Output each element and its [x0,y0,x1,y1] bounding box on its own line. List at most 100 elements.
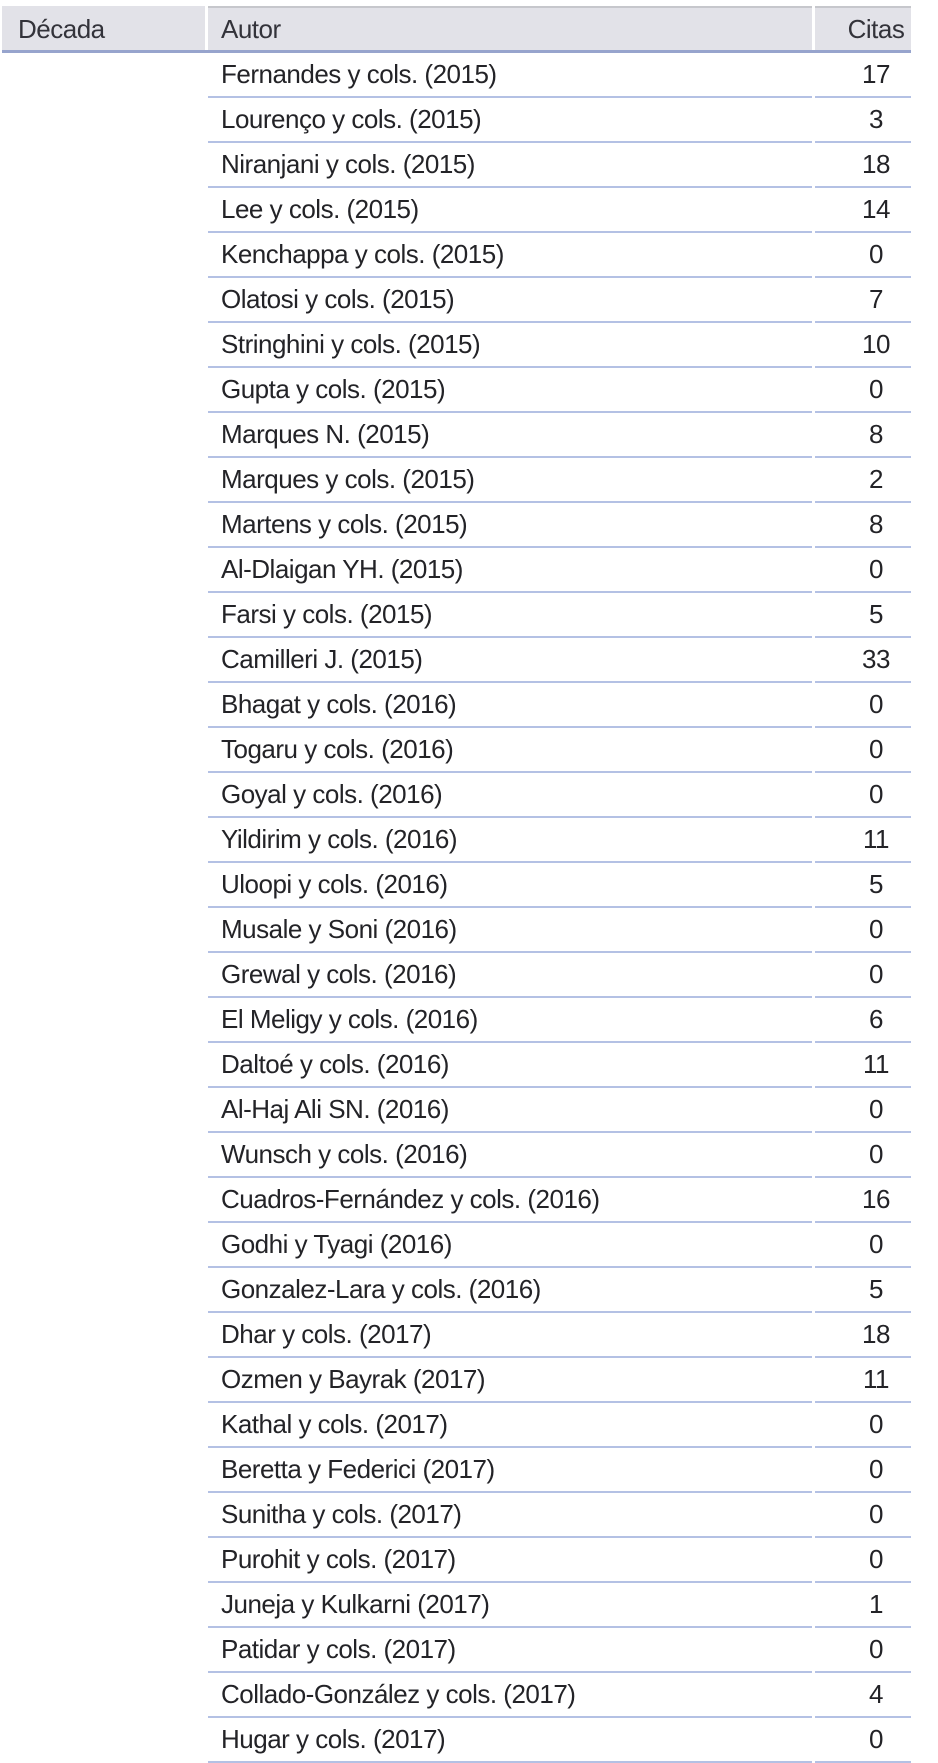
autor-cell: Patidar y cols. (2017) [208,1628,812,1673]
autor-cell: Al-Dlaigan YH. (2015) [208,548,812,593]
citas-cell: 0 [815,233,911,278]
decade-cell [2,1313,205,1358]
autor-cell: Stringhini y cols. (2015) [208,323,812,368]
decade-cell [2,1448,205,1493]
table-header: Década Autor Citas [2,6,911,53]
autor-cell: Godhi y Tyagi (2016) [208,1223,812,1268]
decade-cell [2,98,205,143]
autor-cell: Niranjani y cols. (2015) [208,143,812,188]
autor-cell: Bhagat y cols. (2016) [208,683,812,728]
citas-cell: 0 [815,1628,911,1673]
citas-cell: 11 [815,818,911,863]
autor-cell: Gonzalez-Lara y cols. (2016) [208,1268,812,1313]
decade-cell [2,188,205,233]
citas-cell: 10 [815,323,911,368]
table-row: Beretta y Federici (2017) 0 [2,1448,911,1493]
decade-cell [2,503,205,548]
decade-cell [2,1358,205,1403]
table-row: Olatosi y cols. (2015) 7 [2,278,911,323]
table-row: Al-Haj Ali SN. (2016) 0 [2,1088,911,1133]
table-row: Goyal y cols. (2016) 0 [2,773,911,818]
autor-cell: Dhar y cols. (2017) [208,1313,812,1358]
decade-cell [2,53,205,98]
decade-cell [2,458,205,503]
decade-cell [2,1088,205,1133]
autor-cell: Yildirim y cols. (2016) [208,818,812,863]
citas-cell: 16 [815,1178,911,1223]
decade-cell [2,818,205,863]
decade-cell [2,593,205,638]
autor-cell: Lee y cols. (2015) [208,188,812,233]
table-row: Ozmen y Bayrak (2017) 11 [2,1358,911,1403]
autor-cell: Kenchappa y cols. (2015) [208,233,812,278]
decade-cell [2,1493,205,1538]
table-row: El Meligy y cols. (2016) 6 [2,998,911,1043]
autor-cell: Togaru y cols. (2016) [208,728,812,773]
citas-cell: 8 [815,413,911,458]
autor-cell: Ozmen y Bayrak (2017) [208,1358,812,1403]
decade-cell [2,1178,205,1223]
table-row: Kenchappa y cols. (2015) 0 [2,233,911,278]
citas-cell: 0 [815,548,911,593]
table-row: Togaru y cols. (2016) 0 [2,728,911,773]
citas-cell: 0 [815,1133,911,1178]
citas-cell: 5 [815,1268,911,1313]
citas-cell: 3 [815,98,911,143]
table-row: Cuadros-Fernández y cols. (2016) 16 [2,1178,911,1223]
table-row: Daltoé y cols. (2016) 11 [2,1043,911,1088]
decade-cell [2,548,205,593]
citas-cell: 14 [815,188,911,233]
citas-cell: 6 [815,998,911,1043]
autor-cell: Wunsch y cols. (2016) [208,1133,812,1178]
decade-cell [2,953,205,998]
autor-cell: Beretta y Federici (2017) [208,1448,812,1493]
citas-cell: 0 [815,1403,911,1448]
table-row: Marques N. (2015) 8 [2,413,911,458]
decade-cell [2,1268,205,1313]
table-row: Martens y cols. (2015) 8 [2,503,911,548]
table-row: Gonzalez-Lara y cols. (2016) 5 [2,1268,911,1313]
autor-cell: Grewal y cols. (2016) [208,953,812,998]
autor-cell: Farsi y cols. (2015) [208,593,812,638]
decade-cell [2,1583,205,1628]
autor-cell: Hugar y cols. (2017) [208,1718,812,1763]
table-row: Fernandes y cols. (2015) 17 [2,53,911,98]
citas-cell: 0 [815,1493,911,1538]
decade-cell [2,1538,205,1583]
citas-cell: 0 [815,1223,911,1268]
autor-cell: Musale y Soni (2016) [208,908,812,953]
table-row: Lourenço y cols. (2015) 3 [2,98,911,143]
autor-cell: Uloopi y cols. (2016) [208,863,812,908]
citas-cell: 0 [815,1538,911,1583]
citas-cell: 11 [815,1358,911,1403]
autor-cell: Juneja y Kulkarni (2017) [208,1583,812,1628]
decade-cell [2,908,205,953]
citas-cell: 11 [815,1043,911,1088]
decade-cell [2,683,205,728]
decade-cell [2,368,205,413]
table-row: Camilleri J. (2015) 33 [2,638,911,683]
decade-cell [2,1628,205,1673]
column-header-decada: Década [2,6,205,50]
table-row: Sunitha y cols. (2017) 0 [2,1493,911,1538]
autor-cell: Lourenço y cols. (2015) [208,98,812,143]
table-row: Kathal y cols. (2017) 0 [2,1403,911,1448]
citas-cell: 33 [815,638,911,683]
autor-cell: El Meligy y cols. (2016) [208,998,812,1043]
citas-cell: 18 [815,143,911,188]
autor-cell: Camilleri J. (2015) [208,638,812,683]
autor-cell: Collado-González y cols. (2017) [208,1673,812,1718]
table-row: Grewal y cols. (2016) 0 [2,953,911,998]
decade-cell [2,233,205,278]
table-row: Wunsch y cols. (2016) 0 [2,1133,911,1178]
autor-cell: Marques y cols. (2015) [208,458,812,503]
autor-cell: Purohit y cols. (2017) [208,1538,812,1583]
citas-cell: 0 [815,908,911,953]
table-row: Bhagat y cols. (2016) 0 [2,683,911,728]
citas-cell: 4 [815,1673,911,1718]
citas-cell: 0 [815,1088,911,1133]
table-row: Stringhini y cols. (2015) 10 [2,323,911,368]
citas-cell: 17 [815,53,911,98]
table-row: Lee y cols. (2015) 14 [2,188,911,233]
citas-cell: 0 [815,1718,911,1763]
